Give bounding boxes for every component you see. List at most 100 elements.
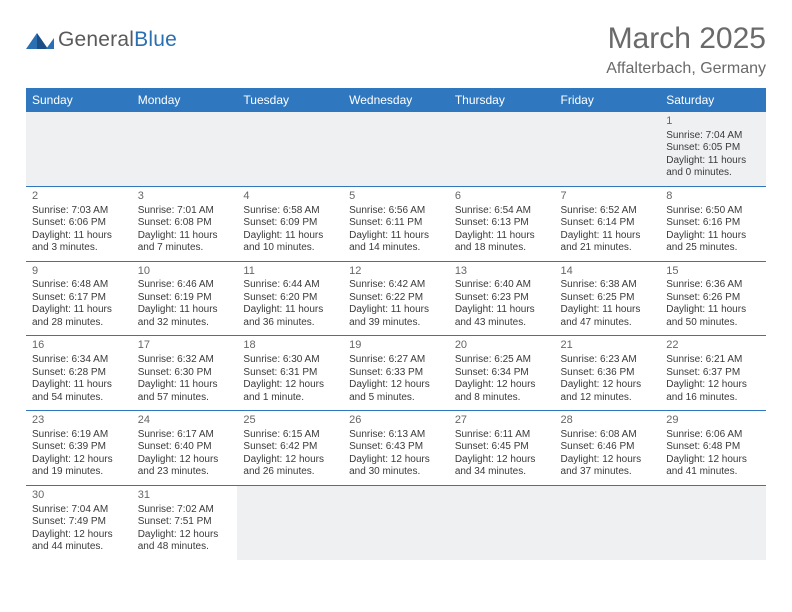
day-number: 3 bbox=[138, 190, 232, 204]
logo-mark-icon bbox=[26, 31, 54, 49]
sunrise-text: Sunrise: 6:46 AM bbox=[138, 279, 232, 292]
sunrise-text: Sunrise: 6:40 AM bbox=[455, 279, 549, 292]
daylight-text: Daylight: 11 hours bbox=[561, 304, 655, 317]
day-cell: 20Sunrise: 6:25 AMSunset: 6:34 PMDayligh… bbox=[449, 336, 555, 411]
location: Affalterbach, Germany bbox=[606, 60, 766, 78]
daylight-text: and 44 minutes. bbox=[32, 541, 126, 554]
day-number: 26 bbox=[349, 414, 443, 428]
daylight-text: Daylight: 12 hours bbox=[138, 454, 232, 467]
daylight-text: Daylight: 12 hours bbox=[138, 529, 232, 542]
col-wednesday: Wednesday bbox=[343, 88, 449, 112]
daylight-text: Daylight: 11 hours bbox=[138, 304, 232, 317]
day-number: 10 bbox=[138, 265, 232, 279]
daylight-text: and 39 minutes. bbox=[349, 317, 443, 330]
col-friday: Friday bbox=[555, 88, 661, 112]
sunset-text: Sunset: 6:08 PM bbox=[138, 217, 232, 230]
daylight-text: Daylight: 11 hours bbox=[349, 230, 443, 243]
day-number: 21 bbox=[561, 339, 655, 353]
sunset-text: Sunset: 6:19 PM bbox=[138, 292, 232, 305]
day-cell: 17Sunrise: 6:32 AMSunset: 6:30 PMDayligh… bbox=[132, 336, 238, 411]
daylight-text: and 14 minutes. bbox=[349, 242, 443, 255]
daylight-text: Daylight: 12 hours bbox=[561, 454, 655, 467]
daylight-text: Daylight: 11 hours bbox=[666, 230, 760, 243]
day-number: 11 bbox=[243, 265, 337, 279]
day-number: 13 bbox=[455, 265, 549, 279]
day-cell: 27Sunrise: 6:11 AMSunset: 6:45 PMDayligh… bbox=[449, 411, 555, 486]
daylight-text: Daylight: 11 hours bbox=[666, 304, 760, 317]
col-tuesday: Tuesday bbox=[237, 88, 343, 112]
sunset-text: Sunset: 6:22 PM bbox=[349, 292, 443, 305]
calendar-page: GeneralBlue March 2025 Affalterbach, Ger… bbox=[0, 0, 792, 560]
day-number: 17 bbox=[138, 339, 232, 353]
day-number: 29 bbox=[666, 414, 760, 428]
empty-cell bbox=[555, 112, 661, 186]
daylight-text: Daylight: 11 hours bbox=[138, 379, 232, 392]
day-cell: 12Sunrise: 6:42 AMSunset: 6:22 PMDayligh… bbox=[343, 261, 449, 336]
day-cell: 14Sunrise: 6:38 AMSunset: 6:25 PMDayligh… bbox=[555, 261, 661, 336]
sunset-text: Sunset: 6:33 PM bbox=[349, 367, 443, 380]
sunset-text: Sunset: 6:43 PM bbox=[349, 441, 443, 454]
sunrise-text: Sunrise: 6:54 AM bbox=[455, 205, 549, 218]
empty-cell bbox=[449, 485, 555, 559]
day-cell: 25Sunrise: 6:15 AMSunset: 6:42 PMDayligh… bbox=[237, 411, 343, 486]
sunrise-text: Sunrise: 6:32 AM bbox=[138, 354, 232, 367]
empty-cell bbox=[237, 112, 343, 186]
daylight-text: Daylight: 11 hours bbox=[243, 304, 337, 317]
daylight-text: and 3 minutes. bbox=[32, 242, 126, 255]
sunset-text: Sunset: 6:06 PM bbox=[32, 217, 126, 230]
sunrise-text: Sunrise: 6:42 AM bbox=[349, 279, 443, 292]
sunrise-text: Sunrise: 6:44 AM bbox=[243, 279, 337, 292]
sunset-text: Sunset: 7:51 PM bbox=[138, 516, 232, 529]
daylight-text: Daylight: 11 hours bbox=[32, 304, 126, 317]
daylight-text: Daylight: 12 hours bbox=[32, 529, 126, 542]
day-cell: 6Sunrise: 6:54 AMSunset: 6:13 PMDaylight… bbox=[449, 186, 555, 261]
sunrise-text: Sunrise: 6:19 AM bbox=[32, 429, 126, 442]
day-cell: 19Sunrise: 6:27 AMSunset: 6:33 PMDayligh… bbox=[343, 336, 449, 411]
day-cell: 10Sunrise: 6:46 AMSunset: 6:19 PMDayligh… bbox=[132, 261, 238, 336]
day-cell: 21Sunrise: 6:23 AMSunset: 6:36 PMDayligh… bbox=[555, 336, 661, 411]
day-cell: 8Sunrise: 6:50 AMSunset: 6:16 PMDaylight… bbox=[660, 186, 766, 261]
day-number: 19 bbox=[349, 339, 443, 353]
daylight-text: Daylight: 11 hours bbox=[138, 230, 232, 243]
day-number: 27 bbox=[455, 414, 549, 428]
daylight-text: Daylight: 12 hours bbox=[561, 379, 655, 392]
day-number: 15 bbox=[666, 265, 760, 279]
day-cell: 13Sunrise: 6:40 AMSunset: 6:23 PMDayligh… bbox=[449, 261, 555, 336]
day-number: 1 bbox=[666, 115, 760, 129]
week-row: 30Sunrise: 7:04 AMSunset: 7:49 PMDayligh… bbox=[26, 485, 766, 559]
header-row: Sunday Monday Tuesday Wednesday Thursday… bbox=[26, 88, 766, 112]
daylight-text: Daylight: 12 hours bbox=[243, 454, 337, 467]
daylight-text: Daylight: 11 hours bbox=[32, 379, 126, 392]
daylight-text: Daylight: 11 hours bbox=[32, 230, 126, 243]
daylight-text: Daylight: 12 hours bbox=[455, 379, 549, 392]
day-number: 8 bbox=[666, 190, 760, 204]
sunrise-text: Sunrise: 6:34 AM bbox=[32, 354, 126, 367]
daylight-text: Daylight: 11 hours bbox=[455, 230, 549, 243]
daylight-text: and 1 minute. bbox=[243, 392, 337, 405]
day-cell: 23Sunrise: 6:19 AMSunset: 6:39 PMDayligh… bbox=[26, 411, 132, 486]
day-number: 16 bbox=[32, 339, 126, 353]
logo-text-blue: Blue bbox=[134, 28, 177, 51]
day-cell: 5Sunrise: 6:56 AMSunset: 6:11 PMDaylight… bbox=[343, 186, 449, 261]
sunset-text: Sunset: 6:25 PM bbox=[561, 292, 655, 305]
day-number: 12 bbox=[349, 265, 443, 279]
sunrise-text: Sunrise: 6:48 AM bbox=[32, 279, 126, 292]
daylight-text: and 8 minutes. bbox=[455, 392, 549, 405]
sunrise-text: Sunrise: 6:08 AM bbox=[561, 429, 655, 442]
daylight-text: Daylight: 12 hours bbox=[666, 454, 760, 467]
day-number: 4 bbox=[243, 190, 337, 204]
day-number: 20 bbox=[455, 339, 549, 353]
daylight-text: and 34 minutes. bbox=[455, 466, 549, 479]
day-cell: 24Sunrise: 6:17 AMSunset: 6:40 PMDayligh… bbox=[132, 411, 238, 486]
daylight-text: and 37 minutes. bbox=[561, 466, 655, 479]
day-cell: 3Sunrise: 7:01 AMSunset: 6:08 PMDaylight… bbox=[132, 186, 238, 261]
day-cell: 15Sunrise: 6:36 AMSunset: 6:26 PMDayligh… bbox=[660, 261, 766, 336]
day-cell: 2Sunrise: 7:03 AMSunset: 6:06 PMDaylight… bbox=[26, 186, 132, 261]
sunrise-text: Sunrise: 7:03 AM bbox=[32, 205, 126, 218]
day-number: 2 bbox=[32, 190, 126, 204]
daylight-text: Daylight: 11 hours bbox=[455, 304, 549, 317]
daylight-text: Daylight: 11 hours bbox=[561, 230, 655, 243]
day-number: 6 bbox=[455, 190, 549, 204]
day-number: 22 bbox=[666, 339, 760, 353]
sunset-text: Sunset: 6:37 PM bbox=[666, 367, 760, 380]
